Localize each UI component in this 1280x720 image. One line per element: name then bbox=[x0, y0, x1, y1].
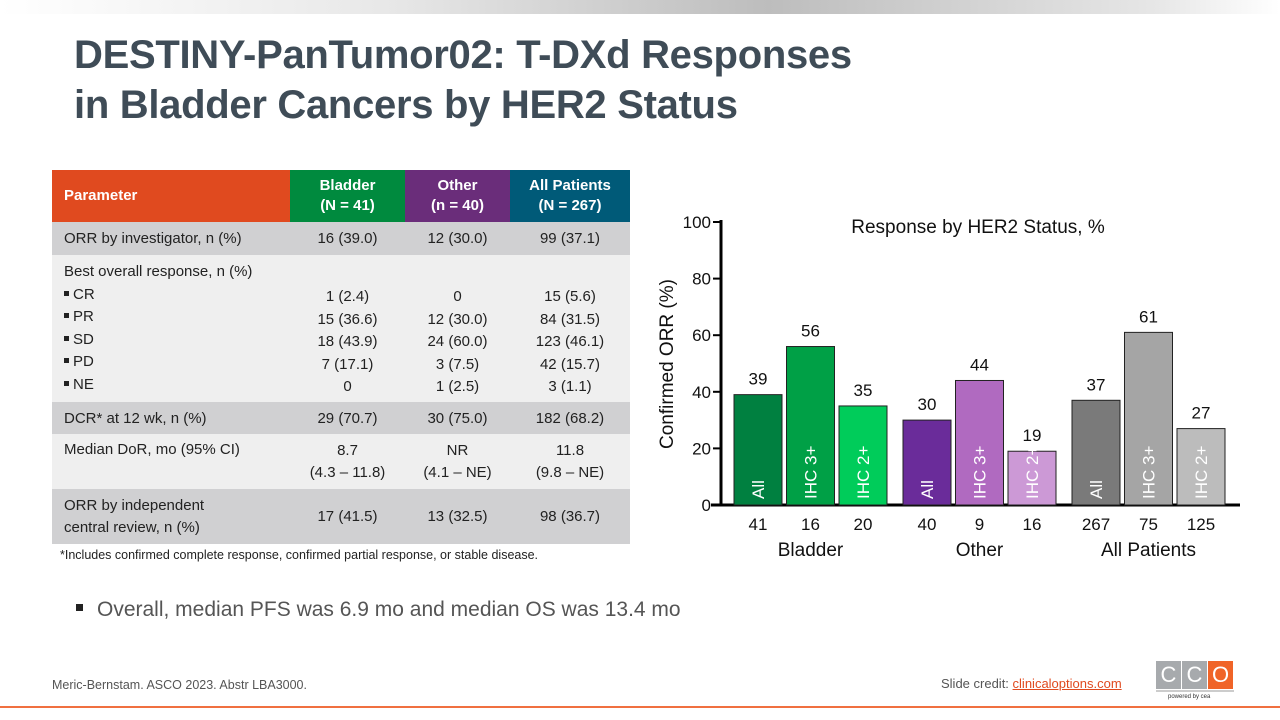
slide-credit: Slide credit: clinicaloptions.com bbox=[941, 676, 1122, 691]
credit-link[interactable]: clinicaloptions.com bbox=[1012, 676, 1122, 691]
title-line-2: in Bladder Cancers by HER2 Status bbox=[74, 83, 738, 127]
title-line-1: DESTINY-PanTumor02: T-DXd Responses bbox=[74, 33, 852, 77]
header-parameter: Parameter bbox=[52, 170, 290, 222]
bar-value-label: 37 bbox=[1087, 375, 1106, 394]
bullet-point: Overall, median PFS was 6.9 mo and media… bbox=[76, 598, 681, 622]
bar-inner-label: IHC 2+ bbox=[854, 446, 873, 499]
table-row: ORR by investigator, n (%) 16 (39.0) 12 … bbox=[52, 222, 630, 255]
bar-n-label: 125 bbox=[1187, 515, 1215, 534]
bar-inner-label: IHC 3+ bbox=[1140, 446, 1159, 499]
results-table: Parameter Bladder (N = 41) Other (n = 40) … bbox=[52, 170, 630, 544]
y-axis-title: Confirmed ORR (%) bbox=[657, 279, 678, 449]
bar-n-label: 40 bbox=[918, 515, 937, 534]
y-tick-label: 60 bbox=[692, 326, 711, 345]
bar-n-label: 16 bbox=[1023, 515, 1042, 534]
bar bbox=[902, 419, 952, 506]
group-label: All Patients bbox=[1101, 540, 1196, 561]
header-other: Other (n = 40) bbox=[405, 170, 510, 222]
table-row: Best overall response, n (%) CR PR SD PD… bbox=[52, 255, 630, 402]
citation: Meric-Bernstam. ASCO 2023. Abstr LBA3000… bbox=[52, 678, 307, 692]
bar-value-label: 39 bbox=[749, 370, 768, 389]
footnote: *Includes confirmed complete response, c… bbox=[60, 548, 539, 562]
y-tick-label: 80 bbox=[692, 270, 711, 289]
table-row: DCR* at 12 wk, n (%) 29 (70.7) 30 (75.0)… bbox=[52, 402, 630, 434]
orr-bar-chart: Response by HER2 Status, % Confirmed ORR… bbox=[657, 213, 1240, 561]
bar-value-label: 35 bbox=[854, 381, 873, 400]
bar-n-label: 41 bbox=[749, 515, 768, 534]
bar-n-label: 20 bbox=[854, 515, 873, 534]
bar bbox=[786, 346, 835, 506]
bar-inner-label: IHC 2+ bbox=[1023, 446, 1042, 499]
bar-value-label: 56 bbox=[801, 322, 820, 341]
table-row: Median DoR, mo (95% CI) 8.7 (4.3 – 11.8) … bbox=[52, 434, 630, 489]
y-tick-label: 0 bbox=[702, 496, 711, 515]
chart-title: Response by HER2 Status, % bbox=[851, 217, 1105, 238]
slide-title: DESTINY-PanTumor02: T-DXd Responses in B… bbox=[74, 30, 852, 130]
header-all-patients: All Patients (N = 267) bbox=[510, 170, 630, 222]
bar-inner-label: IHC 3+ bbox=[971, 446, 990, 499]
bar-value-label: 44 bbox=[970, 355, 989, 374]
y-tick-label: 100 bbox=[683, 213, 711, 232]
y-tick-label: 20 bbox=[692, 439, 711, 458]
bar bbox=[1007, 450, 1057, 506]
bottom-rule bbox=[0, 706, 1280, 708]
bar bbox=[1176, 428, 1226, 506]
bar bbox=[838, 405, 888, 506]
bar-value-label: 30 bbox=[918, 395, 937, 414]
bar-n-label: 75 bbox=[1139, 515, 1158, 534]
bar bbox=[955, 379, 1004, 506]
table-row: ORR by independent central review, n (%) … bbox=[52, 489, 630, 544]
bar bbox=[733, 394, 783, 506]
header-bladder: Bladder (N = 41) bbox=[290, 170, 405, 222]
group-label: Other bbox=[956, 540, 1004, 561]
bar-value-label: 27 bbox=[1192, 404, 1211, 423]
y-tick-label: 40 bbox=[692, 383, 711, 402]
bar-inner-label: IHC 3+ bbox=[802, 446, 821, 499]
bar bbox=[1071, 399, 1121, 506]
group-label: Bladder bbox=[778, 540, 844, 561]
bar-n-label: 9 bbox=[975, 515, 984, 534]
bar-inner-label: All bbox=[1087, 480, 1106, 499]
bar-inner-label: IHC 2+ bbox=[1192, 446, 1211, 499]
table-header-row: Parameter Bladder (N = 41) Other (n = 40) … bbox=[52, 170, 630, 222]
bar-value-label: 61 bbox=[1139, 307, 1158, 326]
bar-value-label: 19 bbox=[1023, 426, 1042, 445]
bar-inner-label: All bbox=[749, 480, 768, 499]
bar bbox=[1124, 331, 1173, 506]
cco-logo: C C O powered by cea bbox=[1156, 661, 1234, 703]
bar-n-label: 267 bbox=[1082, 515, 1110, 534]
bar-n-label: 16 bbox=[801, 515, 820, 534]
top-gradient-bar bbox=[0, 0, 1280, 14]
bar-inner-label: All bbox=[918, 480, 937, 499]
